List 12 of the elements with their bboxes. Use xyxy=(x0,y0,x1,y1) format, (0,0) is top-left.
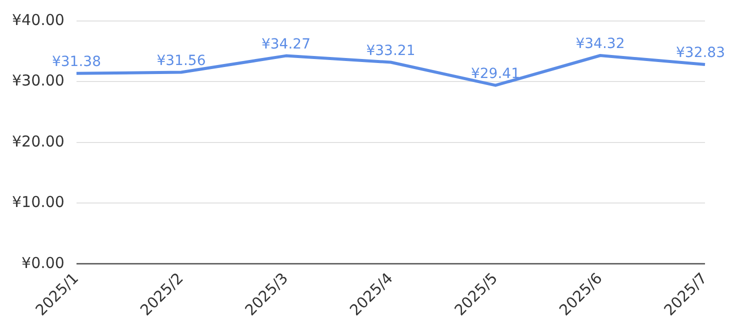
data-label: ¥33.21 xyxy=(366,42,416,59)
data-label: ¥31.38 xyxy=(52,54,101,70)
y-tick-label: ¥20.00 xyxy=(12,132,64,150)
data-label: ¥29.41 xyxy=(470,66,520,82)
data-label: ¥32.83 xyxy=(676,45,726,62)
y-tick-label: ¥10.00 xyxy=(12,193,64,212)
data-label: ¥34.32 xyxy=(576,36,625,52)
data-label: ¥34.27 xyxy=(261,36,310,52)
y-tick-label: ¥0.00 xyxy=(22,254,64,272)
y-tick-label: ¥30.00 xyxy=(12,72,64,90)
y-tick-label: ¥40.00 xyxy=(12,10,64,29)
data-label: ¥31.56 xyxy=(156,52,206,69)
